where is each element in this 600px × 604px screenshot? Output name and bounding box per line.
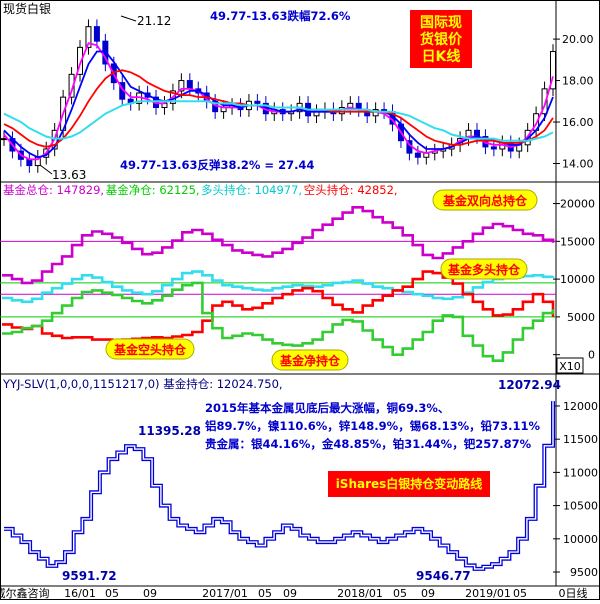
long-position-label: 基金多头持仓 [447, 262, 521, 277]
holdings-line-core [4, 401, 554, 570]
x-tick-label: 0日线 [559, 586, 588, 600]
short-position-label-box [105, 338, 195, 360]
y-tick-label: 5000 [567, 311, 595, 324]
y-tick-label: 20.00 [562, 33, 594, 46]
net-position-label: 基金净持仓 [279, 353, 341, 368]
short-position-label: 基金空头持仓 [113, 342, 187, 357]
low-value-label: 9591.72 [62, 569, 117, 583]
total-position-label-box [432, 189, 538, 211]
candle-body [490, 146, 497, 150]
high-value-label: 11395.28 [138, 424, 201, 438]
y-tick-label: 10000 [563, 533, 598, 546]
candle-body [541, 88, 548, 115]
panel-label: 现货白银 [3, 1, 51, 16]
x-tick-label: 09 [143, 587, 157, 600]
header-stat: 空头持仓: 42852, [304, 183, 398, 197]
y-tick-label: 11500 [563, 433, 598, 446]
y-tick-label: 0 [588, 349, 595, 362]
x-tick-label: 2019/01 [465, 587, 511, 600]
title-box [410, 10, 472, 68]
x-tick-label: 09 [421, 587, 435, 600]
candle-body [77, 46, 84, 75]
note-text: 贵金属：银44.16%，金48.85%，铂31.44%，钯257.87% [205, 437, 532, 451]
x-tick-label: 威尔鑫咨询 [0, 586, 50, 600]
x-tick-label: 16/01 [64, 587, 96, 600]
y-tick-label: 10000 [560, 273, 595, 286]
candle-body [414, 152, 421, 158]
candle-body [93, 26, 100, 42]
series-line-total [2, 206, 555, 285]
total-position-label: 基金双向总持仓 [442, 193, 528, 208]
holdings-header: YYJ-SLV(1,0,0,0,1151217,0) 基金持仓: 12024.7… [2, 377, 283, 391]
annotation-text: 49.77-13.63跌幅72.6% [210, 9, 351, 23]
x-tick-label: 05 [393, 587, 407, 600]
low-label: 13.63 [52, 168, 86, 182]
x-tick-label: 2017/01 [202, 587, 248, 600]
long-position-label-box [440, 258, 528, 280]
holdings-title-box [328, 471, 490, 497]
annotation-pointer [120, 15, 137, 22]
net-position-label-box [271, 349, 349, 371]
header-stat: 多头持仓: 104977, [201, 183, 302, 197]
y-tick-label: 15000 [560, 235, 595, 248]
series-line-net [2, 281, 555, 362]
annotation-text: 49.77-13.63反弹38.2% = 27.44 [120, 158, 314, 172]
low-value-label: 9546.77 [416, 569, 471, 583]
y-tick-label: 11000 [563, 466, 598, 479]
moving-average-line [3, 42, 554, 161]
holdings-title: iShares白银持仓变动路线 [336, 476, 483, 491]
x-tick-label: 05 [105, 587, 119, 600]
unit-label: X10 [559, 360, 581, 373]
y-tick-label: 12000 [563, 400, 598, 413]
title-box-text: 货银价 [419, 31, 463, 48]
x-tick-label: 09 [283, 587, 297, 600]
candle-body [26, 158, 33, 167]
title-box-text: 国际现 [420, 15, 462, 31]
header-stat: 基金总仓: 147829, [3, 183, 104, 197]
y-tick-label: 14.00 [562, 157, 594, 170]
note-text: 2015年基本金属见底后最大涨幅，铜69.3%、 [205, 401, 449, 415]
max-value-label: 12072.94 [498, 378, 561, 392]
note-text: 铝89.7%，镍110.6%，锌148.9%，锡68.13%，铅73.11% [205, 419, 540, 433]
y-tick-label: 10500 [563, 500, 598, 513]
header-stat: 基金净仓: 62125, [106, 183, 200, 197]
moving-average-line [3, 100, 554, 142]
y-tick-label: 20000 [560, 198, 595, 211]
unit-box [556, 357, 584, 374]
high-label: 21.12 [137, 14, 171, 28]
title-box-text: 日K线 [422, 48, 461, 65]
series-line-short [2, 270, 555, 342]
candle-body [254, 100, 261, 104]
y-tick-label: 9500 [570, 566, 598, 579]
candle-body [186, 80, 193, 90]
x-tick-label: 05 [258, 587, 272, 600]
moving-average-line [3, 50, 554, 159]
x-tick-label: 2018/01 [337, 587, 383, 600]
y-tick-label: 18.00 [562, 75, 594, 88]
candle-body [1, 138, 7, 141]
y-tick-label: 16.00 [562, 116, 594, 129]
candle-body [178, 80, 185, 92]
candle-body [85, 26, 92, 48]
x-tick-label: 05 [513, 587, 527, 600]
annotation-pointer [39, 164, 53, 175]
candle-body [550, 51, 556, 90]
